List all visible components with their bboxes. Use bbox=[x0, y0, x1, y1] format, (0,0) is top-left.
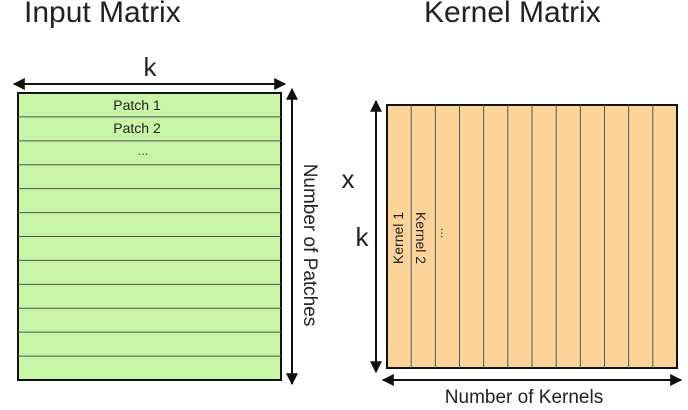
patch-row-label-1: Patch 1 bbox=[113, 97, 161, 113]
patch-row-ellipsis: ... bbox=[138, 143, 149, 158]
kernel-column-ellipsis: ... bbox=[438, 228, 453, 239]
kernel-column-label-2: Kernel 2 bbox=[413, 212, 429, 264]
patch-row-label-2: Patch 2 bbox=[113, 120, 161, 136]
kernel-column-label-1: Kernel 1 bbox=[390, 212, 406, 264]
input-width-label: k bbox=[144, 52, 158, 82]
input-row-lines bbox=[18, 116, 281, 357]
kernels-width-label: Number of Kernels bbox=[445, 387, 603, 408]
kernel-height-label-x: x bbox=[342, 164, 355, 194]
kernel-matrix-title: Kernel Matrix bbox=[424, 0, 601, 29]
kernel-height-label-k: k bbox=[356, 222, 370, 252]
input-matrix-title: Input Matrix bbox=[24, 0, 181, 29]
kernel-column-lines bbox=[410, 105, 654, 368]
patches-height-label: Number of Patches bbox=[299, 164, 320, 327]
